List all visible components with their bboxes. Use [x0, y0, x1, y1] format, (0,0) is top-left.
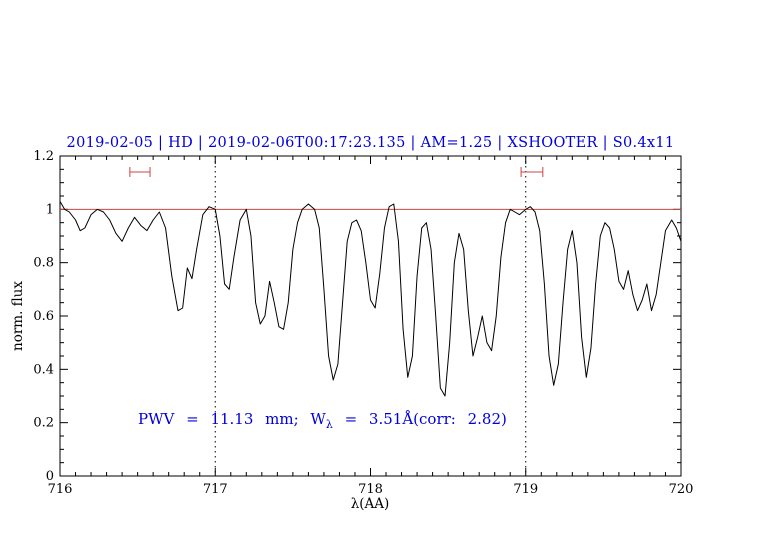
- y-tick-label: 1: [46, 202, 54, 217]
- y-tick-label: 1.2: [33, 149, 54, 164]
- x-tick-label: 718: [358, 482, 383, 497]
- y-tick-label: 0.4: [33, 362, 54, 377]
- pwv-annotation: PWV = 11.13 mm; Wλ = 3.51Å(corr: 2.82): [138, 410, 507, 431]
- pwv-annotation-prefix: PWV = 11.13 mm; W: [138, 410, 326, 428]
- spectrum-line: [59, 201, 682, 397]
- x-tick-label: 716: [48, 482, 73, 497]
- chart-layer: 716 717 718 719 720 0 0.2 0.4 0.6 0.8 1 1.2: [33, 149, 693, 497]
- y-axis-label: norm. flux: [10, 281, 26, 351]
- pwv-annotation-suffix: = 3.51Å(corr: 2.82): [332, 410, 507, 428]
- y-tick-label: 0.6: [33, 309, 54, 324]
- x-tick-label: 719: [513, 482, 538, 497]
- y-tick-label: 0: [46, 469, 54, 484]
- pwv-annotation-subscript: λ: [325, 418, 333, 431]
- x-tick-label: 717: [203, 482, 228, 497]
- x-axis-label: λ(AA): [351, 496, 390, 512]
- y-tick-label: 0.8: [33, 256, 54, 271]
- y-tick-label: 0.2: [33, 416, 54, 431]
- plot-title: 2019-02-05 | HD | 2019-02-06T00:17:23.13…: [66, 135, 675, 151]
- x-tick-label: 720: [669, 482, 694, 497]
